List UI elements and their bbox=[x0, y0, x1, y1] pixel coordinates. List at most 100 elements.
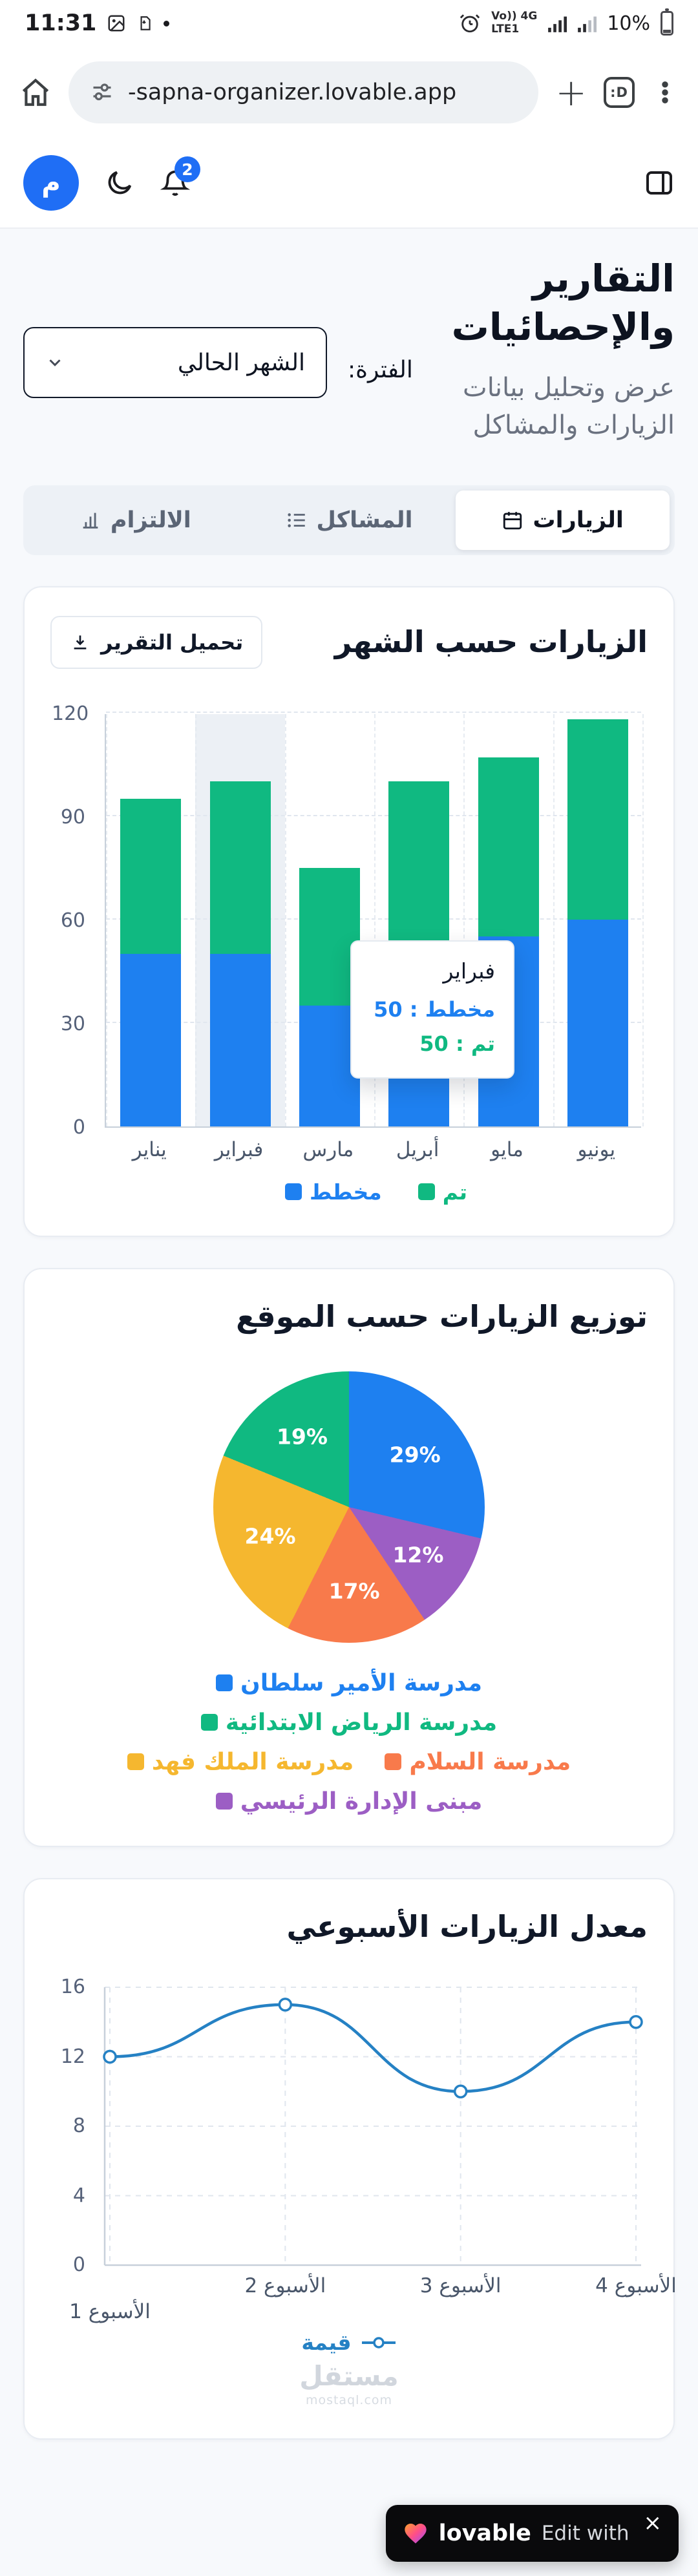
bar-segment[interactable] bbox=[478, 757, 539, 937]
lovable-badge[interactable]: lovable Edit with × bbox=[385, 2505, 679, 2562]
legend-item: مبنى الإدارة الرئيسي bbox=[215, 1788, 483, 1815]
pie-percent-label: 29% bbox=[389, 1442, 441, 1468]
new-tab-button[interactable]: + bbox=[555, 70, 587, 114]
card-header: الزيارات حسب الشهر تحميل التقرير bbox=[50, 615, 648, 669]
site-settings-icon[interactable] bbox=[90, 81, 114, 104]
theme-toggle-button[interactable] bbox=[105, 168, 134, 198]
legend-item: مخطط bbox=[285, 1179, 382, 1205]
legend-label: مبنى الإدارة الرئيسي bbox=[240, 1788, 483, 1815]
bar-segment[interactable] bbox=[388, 781, 450, 971]
pie-percent-label: 19% bbox=[276, 1424, 328, 1450]
legend-swatch bbox=[215, 1674, 233, 1692]
tab-label: الالتزام bbox=[110, 507, 191, 533]
close-icon[interactable]: × bbox=[643, 2510, 662, 2536]
moon-icon bbox=[105, 168, 134, 198]
avatar-letter: م bbox=[41, 168, 61, 198]
panel-icon bbox=[644, 167, 675, 198]
period-label: الفترة: bbox=[348, 357, 413, 383]
notifications-button[interactable]: 2 bbox=[160, 156, 200, 198]
url-bar[interactable]: -sapna-organizer.lovable.app bbox=[69, 61, 539, 123]
sidebar-toggle-button[interactable] bbox=[644, 167, 675, 198]
pie-percent-label: 17% bbox=[328, 1578, 380, 1604]
bar-y-axis: 0 30 60 90 120 bbox=[50, 702, 94, 1138]
network-status: Vo)) 4G LTE1 bbox=[491, 10, 537, 36]
y-tick-label: 4 bbox=[72, 2184, 85, 2207]
heart-icon bbox=[403, 2520, 428, 2546]
legend-label: مدرسة الأمير سلطان bbox=[240, 1669, 483, 1696]
brand-text: lovable bbox=[438, 2520, 531, 2546]
legend-label: مخطط bbox=[310, 1179, 382, 1205]
list-icon bbox=[286, 509, 308, 531]
tab-label: المشاكل bbox=[316, 507, 413, 533]
avatar[interactable]: م bbox=[23, 155, 79, 211]
card-title: الزيارات حسب الشهر bbox=[334, 624, 648, 659]
pie-chart[interactable]: 29% 12% 17% 24% 19% bbox=[213, 1371, 485, 1643]
kebab-icon bbox=[651, 79, 679, 106]
tab-issues[interactable]: المشاكل bbox=[242, 491, 456, 550]
download-icon bbox=[70, 632, 90, 653]
gridline bbox=[463, 713, 465, 1126]
y-tick-label: 60 bbox=[60, 909, 85, 932]
x-tick-label: الأسبوع 1 bbox=[69, 2300, 151, 2324]
bar-segment[interactable] bbox=[209, 781, 271, 955]
pie-legend: مدرسة الأمير سلطان مدرسة الرياض الابتدائي… bbox=[50, 1670, 648, 1815]
bar-segment[interactable] bbox=[209, 954, 271, 1126]
bar-segment[interactable] bbox=[567, 919, 628, 1126]
tab-visits[interactable]: الزيارات bbox=[456, 490, 670, 550]
legend-label: مدرسة السلام bbox=[409, 1748, 571, 1775]
legend-item: تم bbox=[418, 1179, 467, 1205]
clock-text: 11:31 bbox=[25, 10, 97, 36]
page-header: التقارير والإحصائيات عرض وتحليل بيانات ا… bbox=[0, 229, 698, 444]
line-x-axis: الأسبوع 1 الأسبوع 2 الأسبوع 3 الأسبوع 4 bbox=[69, 2265, 677, 2330]
signal-icon bbox=[547, 14, 567, 33]
legend-row: مدرسة الأمير سلطان bbox=[215, 1669, 483, 1696]
tab-switcher-button[interactable]: :D bbox=[604, 77, 635, 108]
y-tick-label: 0 bbox=[72, 1115, 85, 1139]
app-toolbar: م 2 bbox=[0, 138, 698, 229]
legend-label: قيمة bbox=[301, 2330, 352, 2356]
download-report-button[interactable]: تحميل التقرير bbox=[50, 615, 263, 669]
image-icon bbox=[107, 14, 126, 33]
visits-by-month-card: الزيارات حسب الشهر تحميل التقرير 0 30 60 90… bbox=[23, 586, 675, 1237]
gridline bbox=[553, 713, 555, 1126]
watermark: مستقل mostaql.com bbox=[50, 2360, 648, 2407]
legend-swatch bbox=[418, 1183, 435, 1201]
legend-item: مدرسة الملك فهد bbox=[127, 1749, 354, 1775]
gridline bbox=[106, 814, 641, 816]
bar-segment[interactable] bbox=[567, 719, 628, 920]
bar-segment[interactable] bbox=[120, 954, 182, 1126]
legend-swatch bbox=[285, 1183, 302, 1201]
signal-icon-2 bbox=[577, 14, 597, 33]
line-y-axis: 0 4 8 12 16 bbox=[50, 1976, 94, 2276]
gridline bbox=[106, 918, 641, 920]
home-button[interactable] bbox=[19, 76, 52, 109]
legend-item: مدرسة الرياض الابتدائية bbox=[200, 1709, 497, 1736]
page-content: التقارير والإحصائيات عرض وتحليل بيانات ا… bbox=[0, 229, 698, 2576]
line-series-icon bbox=[361, 2335, 397, 2350]
y-tick-label: 90 bbox=[60, 805, 85, 829]
gridline bbox=[284, 713, 286, 1126]
alarm-icon bbox=[459, 12, 481, 34]
bar-segment[interactable] bbox=[299, 867, 360, 1006]
tooltip-title: فبراير bbox=[443, 958, 495, 984]
chevron-down-icon bbox=[45, 353, 65, 372]
monthly-bar-chart[interactable]: 0 30 60 90 120 فبراير مخطط : 50 تم : 50 يناير ف… bbox=[50, 702, 648, 1205]
y-tick-label: 0 bbox=[72, 2254, 85, 2277]
weekly-line-chart[interactable]: 0 4 8 12 16 الأسبوع 1 الأسبوع 2 الأسبوع 3 الأسب… bbox=[50, 1976, 677, 2330]
legend-row: مدرسة الملك فهد مدرسة السلام bbox=[127, 1749, 571, 1775]
line-plot[interactable] bbox=[103, 1987, 643, 2266]
period-dropdown[interactable]: الشهر الحالي bbox=[23, 327, 327, 398]
bar-segment[interactable] bbox=[299, 1006, 360, 1126]
tab-compliance[interactable]: الالتزام bbox=[28, 491, 242, 550]
legend-label: تم bbox=[442, 1179, 467, 1205]
url-text: -sapna-organizer.lovable.app bbox=[128, 79, 457, 105]
x-tick-label: يناير bbox=[132, 1137, 167, 1161]
weekly-rate-card: معدل الزيارات الأسبوعي 0 4 8 12 16 الأسبوع 1… bbox=[23, 1877, 677, 2440]
gridline bbox=[106, 713, 107, 1126]
menu-button[interactable] bbox=[651, 79, 679, 106]
bar-plot[interactable]: فبراير مخطط : 50 تم : 50 bbox=[105, 711, 644, 1128]
bar-segment[interactable] bbox=[120, 799, 182, 955]
calendar-icon bbox=[502, 509, 524, 531]
legend-swatch bbox=[127, 1753, 144, 1771]
tab-count-badge: :D bbox=[610, 85, 628, 100]
